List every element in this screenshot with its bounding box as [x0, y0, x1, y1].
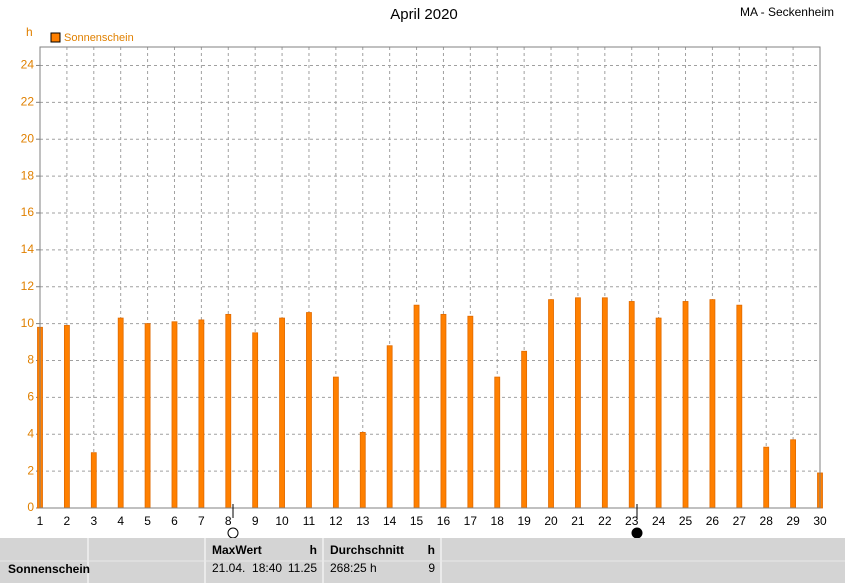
legend-swatch — [50, 32, 61, 43]
y-tick-label: 0 — [27, 500, 34, 514]
x-tick-label: 7 — [198, 514, 205, 528]
y-tick-label: 2 — [27, 463, 34, 477]
x-tick-label: 15 — [410, 514, 424, 528]
bar — [709, 299, 716, 509]
y-tick-label: 20 — [21, 131, 35, 145]
x-tick-label: 11 — [303, 514, 316, 528]
bar — [144, 323, 151, 509]
x-tick-label: 1 — [37, 514, 44, 528]
bar — [306, 312, 312, 509]
bar — [521, 350, 528, 509]
bar — [628, 301, 635, 509]
y-tick-label: 12 — [21, 279, 35, 293]
bar — [198, 319, 205, 509]
x-tick-label: 10 — [275, 514, 289, 528]
x-tick-label: 8 — [225, 514, 232, 528]
x-tick-label: 16 — [437, 514, 451, 528]
y-tick-label: 10 — [21, 316, 35, 330]
x-tick-label: 23 — [625, 514, 639, 528]
bar — [279, 317, 285, 509]
x-tick-label: 30 — [813, 514, 827, 528]
x-tick-label: 22 — [598, 514, 612, 528]
x-tick-label: 20 — [544, 514, 558, 528]
bar — [359, 431, 366, 509]
x-tick-label: 14 — [383, 514, 397, 528]
bar — [790, 439, 797, 509]
row-label: Sonnenschein — [8, 562, 90, 576]
x-tick-label: 21 — [571, 514, 585, 528]
col-header: Durchschnitt — [330, 543, 404, 557]
y-tick-label: 4 — [27, 426, 34, 440]
x-tick-label: 29 — [786, 514, 800, 528]
x-tick-label: 12 — [329, 514, 343, 528]
y-tick-label: 8 — [27, 353, 34, 367]
x-tick-label: 19 — [517, 514, 531, 528]
x-tick-label: 6 — [171, 514, 178, 528]
y-tick-label: 24 — [21, 58, 35, 72]
col-header: MaxWert — [212, 543, 262, 557]
bar — [117, 317, 124, 509]
cell: 268:25 h — [330, 561, 377, 575]
full-moon-icon — [227, 527, 239, 539]
bar — [494, 376, 501, 509]
x-tick-label: 24 — [652, 514, 666, 528]
y-tick-label: 22 — [21, 94, 35, 108]
bar — [763, 446, 770, 509]
bar — [601, 297, 608, 509]
col-unit: h — [310, 543, 317, 557]
x-tick-label: 25 — [679, 514, 693, 528]
cell: 11.25 — [288, 561, 317, 575]
cell: 21.04. 18:40 — [212, 561, 282, 575]
bar — [171, 321, 178, 509]
x-tick-label: 28 — [760, 514, 774, 528]
y-tick-label: 6 — [27, 390, 34, 404]
chart-title: April 2020 — [390, 6, 458, 23]
bar — [225, 313, 232, 509]
bar — [252, 332, 259, 509]
bar — [413, 304, 420, 509]
plot-frame — [39, 46, 821, 509]
bar — [575, 297, 581, 509]
x-tick-label: 3 — [90, 514, 97, 528]
cell: 9 — [428, 561, 435, 575]
x-tick-label: 9 — [252, 514, 259, 528]
bar — [467, 315, 474, 509]
bar — [90, 452, 97, 509]
x-tick-label: 26 — [706, 514, 720, 528]
bar — [386, 345, 393, 509]
bar — [332, 376, 339, 509]
x-tick-label: 13 — [356, 514, 370, 528]
station: MA - Seckenheim — [740, 5, 834, 19]
x-tick-label: 4 — [117, 514, 124, 528]
bar — [655, 317, 662, 509]
bar — [440, 313, 447, 509]
legend-label: Sonnenschein — [64, 32, 134, 44]
bar — [63, 325, 70, 509]
x-tick-label: 27 — [733, 514, 747, 528]
bar — [736, 304, 743, 509]
y-tick-label: 14 — [21, 242, 35, 256]
col-unit: h — [428, 543, 435, 557]
summary-table: Sonnenschein MaxWert h 21.04. 18:40 11.2… — [0, 538, 845, 583]
bar — [682, 301, 689, 509]
bar — [548, 299, 554, 509]
x-tick-label: 18 — [491, 514, 505, 528]
x-tick-label: 5 — [144, 514, 151, 528]
y-tick-label: 16 — [21, 205, 35, 219]
y-tick-label: 18 — [21, 168, 35, 182]
x-tick-label: 17 — [464, 514, 478, 528]
new-moon-icon — [631, 527, 643, 539]
y-unit: h — [26, 25, 33, 39]
x-tick-label: 2 — [64, 514, 71, 528]
